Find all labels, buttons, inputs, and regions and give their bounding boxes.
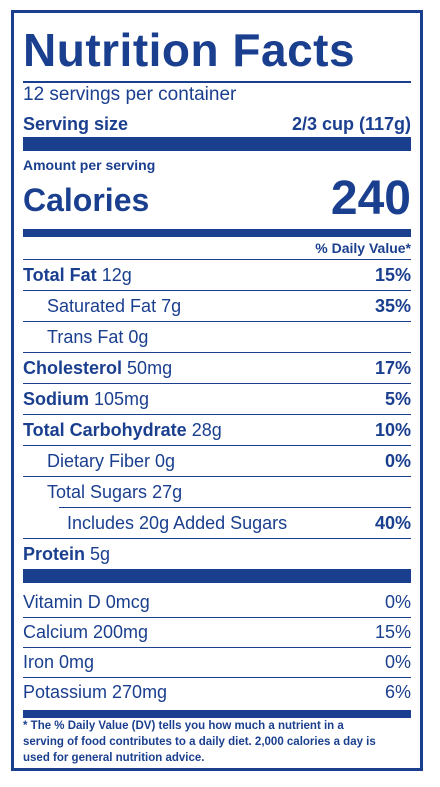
row-divider <box>59 507 411 508</box>
row-divider <box>23 383 411 384</box>
nutrient-amount: 5g <box>90 544 111 564</box>
vitamin-row-iron: Iron 0mg <box>23 652 95 672</box>
nutrient-amount: 50mg <box>127 358 173 378</box>
amount-per-serving: Amount per serving <box>23 157 156 173</box>
vitamin-dv: 15% <box>374 622 411 642</box>
row-divider <box>23 290 411 291</box>
nutrient-row-trans-fat: Trans Fat 0g <box>47 325 148 349</box>
vitamin-row-potassium: Potassium 270mg <box>23 682 168 702</box>
nutrient-label: Dietary Fiber <box>47 451 151 471</box>
row-divider <box>23 538 411 539</box>
nutrient-dv: 35% <box>374 296 411 316</box>
row-divider <box>23 414 411 415</box>
row-divider <box>23 259 411 260</box>
nutrient-row-total-fat: Total Fat 12g <box>23 263 132 287</box>
nutrient-label: Cholesterol <box>23 358 123 378</box>
medium-divider <box>23 229 411 237</box>
row-divider <box>23 617 411 618</box>
nutrient-dv: 17% <box>374 358 411 378</box>
row-divider <box>23 647 411 648</box>
footnote-line-3: used for general nutrition advice. <box>23 752 205 764</box>
nutrient-label: Protein <box>23 544 86 564</box>
row-divider <box>23 677 411 678</box>
row-divider <box>23 321 411 322</box>
nutrient-row-added-sugars: Includes 20g Added Sugars <box>67 511 287 535</box>
thick-divider-top <box>23 137 411 151</box>
nutrient-amount: 12g <box>101 265 132 285</box>
calories-value: 240 <box>330 172 411 225</box>
serving-size-label: Serving size <box>23 114 129 134</box>
nutrient-dv: 15% <box>374 265 411 285</box>
nutrient-row-protein: Protein 5g <box>23 542 110 566</box>
serving-size-value: 2/3 cup (117g) <box>291 114 411 134</box>
row-divider <box>23 476 411 477</box>
nutrient-amount: 28g <box>191 420 222 440</box>
nutrient-dv: 0% <box>384 451 411 471</box>
nutrient-dv: 40% <box>374 513 411 533</box>
nutrient-row-sodium: Sodium 105mg <box>23 387 149 411</box>
nutrient-amount: 105mg <box>94 389 150 409</box>
daily-value-header: % Daily Value* <box>315 240 411 256</box>
footnote-line-1: * The % Daily Value (DV) tells you how m… <box>23 720 344 732</box>
nutrient-amount: 7g <box>161 296 182 316</box>
nutrient-label: Trans Fat <box>47 327 124 347</box>
footnote-line-2: serving of food contributes to a daily d… <box>23 736 376 748</box>
nutrient-row-saturated-fat: Saturated Fat 7g <box>47 294 181 318</box>
nutrient-row-dietary-fiber: Dietary Fiber 0g <box>47 449 175 473</box>
nutrient-label: Saturated Fat <box>47 296 157 316</box>
row-divider <box>23 445 411 446</box>
vitamin-row-vitamin-d: Vitamin D 0mcg <box>23 592 150 612</box>
nutrient-label: Total Fat <box>23 265 97 285</box>
nutrient-label: Total Carbohydrate <box>23 420 187 440</box>
nutrient-amount: 27g <box>152 482 183 502</box>
nutrient-label: Sodium <box>23 389 89 409</box>
nutrient-label: Total Sugars <box>47 482 148 502</box>
calories-label: Calories <box>23 182 150 218</box>
vitamin-dv: 0% <box>384 652 411 672</box>
nutrient-dv: 10% <box>374 420 411 440</box>
nutrient-row-total-sugars: Total Sugars 27g <box>47 480 182 504</box>
row-divider <box>23 352 411 353</box>
vitamin-dv: 6% <box>384 682 411 702</box>
servings-per-container: 12 servings per container <box>23 84 237 105</box>
nutrition-label: Nutrition Facts 12 servings per containe… <box>11 10 423 771</box>
footnote-divider <box>23 710 411 718</box>
nutrient-amount: 0g <box>128 327 149 347</box>
nutrient-row-cholesterol: Cholesterol 50mg <box>23 356 172 380</box>
vitamin-row-calcium: Calcium 200mg <box>23 622 149 642</box>
nutrient-row-total-carbohydrate: Total Carbohydrate 28g <box>23 418 222 442</box>
thick-divider-bottom <box>23 569 411 583</box>
nutrient-dv: 5% <box>384 389 411 409</box>
title-divider <box>23 81 411 83</box>
label-title: Nutrition Facts <box>23 24 356 76</box>
vitamin-dv: 0% <box>384 592 411 612</box>
nutrient-amount: 0g <box>155 451 176 471</box>
nutrient-label: Includes 20g Added Sugars <box>67 513 288 533</box>
